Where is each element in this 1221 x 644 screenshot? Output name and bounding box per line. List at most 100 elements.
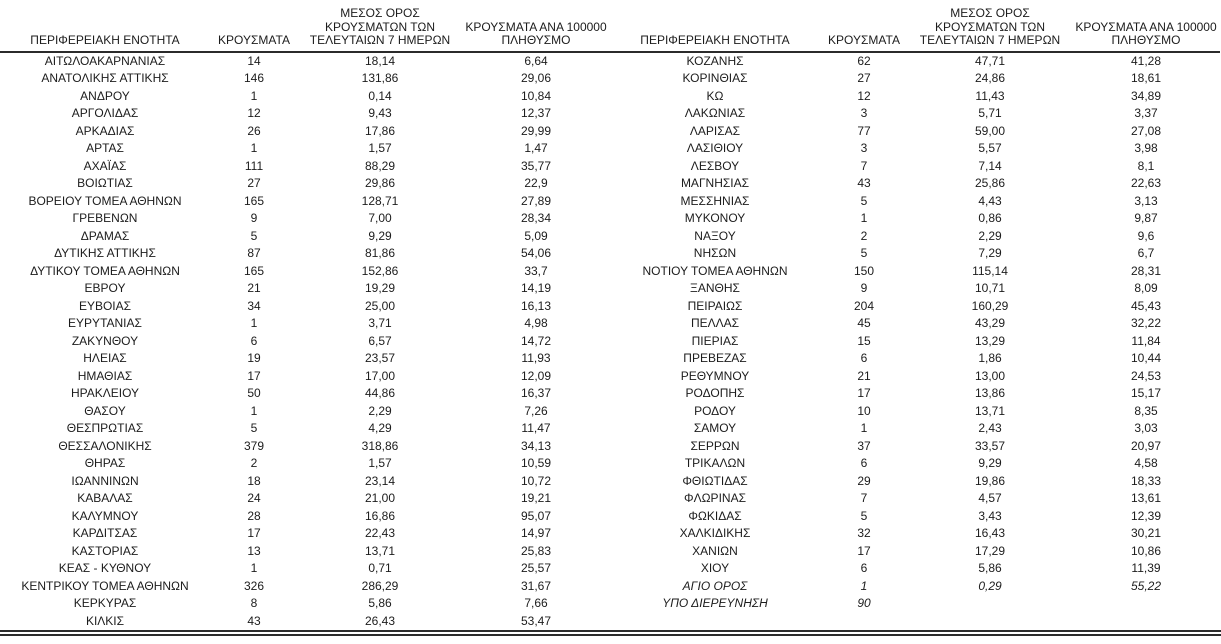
region-cell: ΠΡΕΒΕΖΑΣ bbox=[683, 351, 747, 365]
per100k-cell: 15,17 bbox=[1130, 386, 1162, 400]
per100k-cell: 34,89 bbox=[1130, 88, 1162, 103]
table-row: ΘΑΣΟΥ 1 2,29 7,26 bbox=[0, 403, 610, 421]
cases-cell: 1 bbox=[250, 141, 258, 155]
col-header-avg7-line2: ΚΡΟΥΣΜΑΤΩΝ ΤΩΝ bbox=[934, 19, 1046, 34]
cases-cell: 90 bbox=[857, 596, 871, 610]
region-cell: ΑΝΔΡΟΥ bbox=[80, 88, 130, 103]
table-row: ΑΡΤΑΣ 1 1,57 1,47 bbox=[0, 140, 610, 158]
table-body-right: ΚΟΖΑΝΗΣ 62 47,71 41,28 ΚΟΡΙΝΘΙΑΣ 27 24,86 18,61… bbox=[610, 52, 1220, 613]
avg7-cell: 16,86 bbox=[364, 508, 396, 523]
table-row: ΚΕΑΣ - ΚΥΘΝΟΥ 1 0,71 25,57 bbox=[0, 560, 610, 578]
avg7-cell: 88,29 bbox=[364, 158, 396, 173]
avg7-cell: 26,43 bbox=[364, 613, 396, 628]
table-row: ΗΡΑΚΛΕΙΟΥ 50 44,86 16,37 bbox=[0, 385, 610, 403]
table-row: ΠΕΙΡΑΙΩΣ 204 160,29 45,43 bbox=[610, 298, 1220, 316]
per100k-cell: 11,93 bbox=[521, 351, 551, 365]
region-cell: ΔΥΤΙΚΟΥ ΤΟΜΕΑ ΑΘΗΝΩΝ bbox=[30, 263, 180, 278]
per100k-cell: 33,7 bbox=[524, 263, 548, 278]
cases-cell: 9 bbox=[250, 211, 258, 225]
avg7-cell: 25,86 bbox=[974, 176, 1006, 190]
per100k-cell: 35,77 bbox=[520, 158, 552, 173]
region-cell: ΣΕΡΡΩΝ bbox=[690, 438, 740, 453]
avg7-cell: 19,29 bbox=[364, 281, 396, 295]
cases-cell: 8 bbox=[250, 596, 258, 610]
avg7-cell: 10,71 bbox=[974, 281, 1006, 295]
region-cell: ΦΘΙΩΤΙΔΑΣ bbox=[682, 473, 748, 488]
region-cell: ΕΥΡΥΤΑΝΙΑΣ bbox=[68, 316, 142, 330]
region-cell: ΗΡΑΚΛΕΙΟΥ bbox=[70, 386, 140, 400]
avg7-cell: 128,71 bbox=[361, 193, 399, 208]
avg7-cell: 0,29 bbox=[978, 578, 1002, 593]
cases-cell: 6 bbox=[860, 561, 868, 575]
table-row: ΚΑΡΔΙΤΣΑΣ 17 22,43 14,97 bbox=[0, 525, 610, 543]
avg7-cell: 131,86 bbox=[361, 71, 399, 85]
cases-cell: 45 bbox=[857, 316, 871, 330]
avg7-cell: 3,43 bbox=[978, 508, 1002, 523]
cases-cell: 5 bbox=[860, 193, 868, 208]
table-row: ΛΑΡΙΣΑΣ 77 59,00 27,08 bbox=[610, 123, 1220, 141]
avg7-cell: 23,14 bbox=[364, 473, 396, 488]
table-row: ΚΩ 12 11,43 34,89 bbox=[610, 88, 1220, 106]
table-row: ΚΟΡΙΝΘΙΑΣ 27 24,86 18,61 bbox=[610, 70, 1220, 88]
cases-table-right: ΠΕΡΙΦΕΡΕΙΑΚΗ ΕΝΟΤΗΤΑ ΚΡΟΥΣΜΑΤΑ ΜΕΣΟΣ ΟΡΟ… bbox=[610, 0, 1220, 613]
cases-cell: 14 bbox=[247, 53, 261, 68]
region-cell: ΜΥΚΟΝΟΥ bbox=[684, 211, 746, 225]
col-header-region: ΠΕΡΙΦΕΡΕΙΑΚΗ ΕΝΟΤΗΤΑ bbox=[610, 0, 820, 53]
per100k-cell: 41,28 bbox=[1130, 53, 1162, 68]
cases-cell: 1 bbox=[250, 403, 258, 418]
col-header-avg7: ΜΕΣΟΣ ΟΡΟΣ ΚΡΟΥΣΜΑΤΩΝ ΤΩΝ ΤΕΛΕΥΤΑΙΩΝ 7 Η… bbox=[908, 0, 1072, 53]
region-cell: ΝΑΞΟΥ bbox=[694, 228, 736, 243]
region-cell: ΚΙΛΚΙΣ bbox=[85, 613, 125, 628]
per100k-cell: 22,63 bbox=[1130, 176, 1162, 190]
col-header-region: ΠΕΡΙΦΕΡΕΙΑΚΗ ΕΝΟΤΗΤΑ bbox=[0, 0, 210, 53]
avg7-cell: 4,29 bbox=[368, 421, 392, 435]
per100k-cell: 27,89 bbox=[520, 193, 552, 208]
avg7-cell bbox=[908, 595, 1072, 613]
per100k-cell: 6,7 bbox=[1137, 246, 1155, 260]
per100k-cell: 29,06 bbox=[520, 71, 552, 85]
cases-cell: 21 bbox=[857, 368, 871, 383]
avg7-cell: 5,86 bbox=[368, 596, 392, 610]
cases-cell: 43 bbox=[247, 613, 261, 628]
cases-cell: 5 bbox=[250, 421, 258, 435]
table-row: ΑΝΑΤΟΛΙΚΗΣ ΑΤΤΙΚΗΣ 146 131,86 29,06 bbox=[0, 70, 610, 88]
per100k-cell: 1,47 bbox=[524, 141, 548, 155]
region-cell: ΦΩΚΙΔΑΣ bbox=[688, 508, 742, 523]
table-row: ΒΟΙΩΤΙΑΣ 27 29,86 22,9 bbox=[0, 175, 610, 193]
cases-cell: 2 bbox=[250, 456, 258, 470]
region-cell: ΚΕΡΚΥΡΑΣ bbox=[73, 596, 137, 610]
avg7-cell: 1,86 bbox=[978, 351, 1002, 365]
region-cell: ΖΑΚΥΝΘΟΥ bbox=[71, 333, 139, 348]
avg7-cell: 1,57 bbox=[368, 456, 392, 470]
region-cell: ΤΡΙΚΑΛΩΝ bbox=[684, 456, 746, 470]
col-header-avg7: ΜΕΣΟΣ ΟΡΟΣ ΚΡΟΥΣΜΑΤΩΝ ΤΩΝ ΤΕΛΕΥΤΑΙΩΝ 7 Η… bbox=[298, 0, 462, 53]
col-header-cases: ΚΡΟΥΣΜΑΤΑ bbox=[210, 0, 298, 53]
table-row: ΞΑΝΘΗΣ 9 10,71 8,09 bbox=[610, 280, 1220, 298]
avg7-cell: 2,43 bbox=[978, 421, 1002, 435]
avg7-cell: 6,57 bbox=[368, 333, 392, 348]
per100k-cell: 3,13 bbox=[1134, 193, 1158, 208]
cases-cell: 9 bbox=[860, 281, 868, 295]
table-row: ΓΡΕΒΕΝΩΝ 9 7,00 28,34 bbox=[0, 210, 610, 228]
per100k-cell: 54,06 bbox=[520, 246, 552, 260]
region-cell: ΘΕΣΠΡΩΤΙΑΣ bbox=[66, 421, 144, 435]
per100k-cell: 16,37 bbox=[520, 386, 552, 400]
avg7-cell: 7,00 bbox=[368, 211, 392, 225]
col-header-per100k-line1: ΚΡΟΥΣΜΑΤΑ ΑΝΑ 100000 bbox=[465, 19, 607, 34]
avg7-cell: 4,43 bbox=[978, 193, 1002, 208]
cases-cell: 165 bbox=[243, 193, 265, 208]
cases-cell: 27 bbox=[247, 176, 261, 190]
avg7-cell: 2,29 bbox=[978, 228, 1002, 243]
table-row: ΡΕΘΥΜΝΟΥ 21 13,00 24,53 bbox=[610, 368, 1220, 386]
per100k-cell: 7,26 bbox=[524, 403, 548, 418]
region-cell: ΒΟΙΩΤΙΑΣ bbox=[77, 176, 133, 190]
avg7-cell: 18,14 bbox=[364, 53, 396, 68]
table-row: ΚΕΝΤΡΙΚΟΥ ΤΟΜΕΑ ΑΘΗΝΩΝ 326 286,29 31,67 bbox=[0, 578, 610, 596]
table-row: ΕΥΡΥΤΑΝΙΑΣ 1 3,71 4,98 bbox=[0, 315, 610, 333]
per100k-cell: 12,37 bbox=[520, 106, 552, 120]
region-cell: ΘΑΣΟΥ bbox=[84, 403, 126, 418]
region-cell: ΠΕΙΡΑΙΩΣ bbox=[687, 298, 743, 313]
per100k-cell: 11,47 bbox=[521, 421, 551, 435]
region-cell: ΚΕΑΣ - ΚΥΘΝΟΥ bbox=[58, 561, 152, 575]
region-cell: ΗΛΕΙΑΣ bbox=[83, 351, 127, 365]
